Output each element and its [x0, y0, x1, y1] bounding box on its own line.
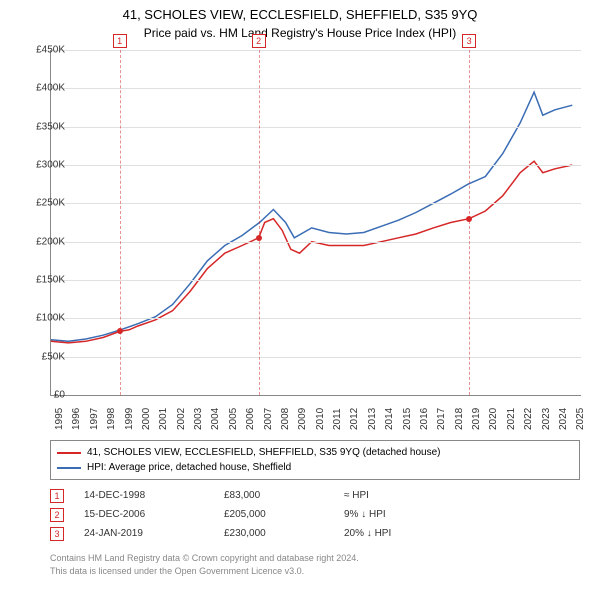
sale-row-date: 15-DEC-2006	[84, 505, 224, 524]
plot-area: 123	[50, 50, 581, 396]
grid-line	[51, 203, 581, 204]
sale-row-date: 24-JAN-2019	[84, 524, 224, 543]
sales-table: 1 14-DEC-1998£83,000≈ HPI 2 15-DEC-2006£205…	[50, 486, 444, 543]
sale-point	[466, 216, 472, 222]
x-axis-label: 2016	[419, 408, 430, 430]
x-axis-label: 2014	[384, 408, 395, 430]
sale-vline	[469, 50, 470, 395]
x-axis-label: 2003	[193, 408, 204, 430]
sale-marker-box: 2	[252, 34, 266, 48]
hpi-line	[51, 92, 572, 341]
sale-row-vs-hpi: ≈ HPI	[344, 486, 444, 505]
sale-row-vs-hpi: 9% ↓ HPI	[344, 505, 444, 524]
x-axis-label: 2001	[158, 408, 169, 430]
sale-row-price: £83,000	[224, 486, 344, 505]
x-axis-label: 2005	[228, 408, 239, 430]
footer-line1: Contains HM Land Registry data © Crown c…	[50, 552, 359, 565]
grid-line	[51, 357, 581, 358]
x-axis-label: 2018	[454, 408, 465, 430]
legend-swatch	[57, 452, 81, 454]
sale-marker-box: 3	[462, 34, 476, 48]
legend-item: 41, SCHOLES VIEW, ECCLESFIELD, SHEFFIELD…	[57, 445, 573, 460]
legend-label: 41, SCHOLES VIEW, ECCLESFIELD, SHEFFIELD…	[87, 445, 440, 460]
sale-row-num: 2	[50, 508, 64, 522]
sale-row: 3 24-JAN-2019£230,00020% ↓ HPI	[50, 524, 444, 543]
x-axis-label: 2025	[575, 408, 586, 430]
x-axis-label: 2000	[141, 408, 152, 430]
x-axis-label: 2015	[402, 408, 413, 430]
footer-line2: This data is licensed under the Open Gov…	[50, 565, 359, 578]
sale-row-num: 3	[50, 527, 64, 541]
sale-vline	[120, 50, 121, 395]
chart-container: 41, SCHOLES VIEW, ECCLESFIELD, SHEFFIELD…	[0, 0, 600, 590]
x-axis-label: 2008	[280, 408, 291, 430]
x-axis-label: 2024	[558, 408, 569, 430]
x-axis-label: 2012	[349, 408, 360, 430]
sale-row: 1 14-DEC-1998£83,000≈ HPI	[50, 486, 444, 505]
sale-marker-box: 1	[113, 34, 127, 48]
y-axis-label: £300K	[25, 160, 65, 171]
y-axis-label: £100K	[25, 313, 65, 324]
y-axis-label: £250K	[25, 198, 65, 209]
legend-item: HPI: Average price, detached house, Shef…	[57, 460, 573, 475]
x-axis-label: 2023	[541, 408, 552, 430]
x-axis-label: 1999	[124, 408, 135, 430]
x-axis-label: 2017	[436, 408, 447, 430]
y-axis-label: £200K	[25, 236, 65, 247]
grid-line	[51, 50, 581, 51]
sale-row: 2 15-DEC-2006£205,0009% ↓ HPI	[50, 505, 444, 524]
sale-point	[117, 328, 123, 334]
x-axis-label: 1996	[71, 408, 82, 430]
legend-label: HPI: Average price, detached house, Shef…	[87, 460, 291, 475]
x-axis-label: 2006	[245, 408, 256, 430]
y-axis-label: £400K	[25, 83, 65, 94]
grid-line	[51, 127, 581, 128]
x-axis-label: 2021	[506, 408, 517, 430]
grid-line	[51, 242, 581, 243]
property-line	[51, 161, 572, 343]
chart-title: 41, SCHOLES VIEW, ECCLESFIELD, SHEFFIELD…	[0, 0, 600, 24]
x-axis-label: 1995	[54, 408, 65, 430]
x-axis-label: 2011	[332, 408, 343, 430]
chart-subtitle: Price paid vs. HM Land Registry's House …	[0, 24, 600, 46]
x-axis-label: 2019	[471, 408, 482, 430]
x-axis-label: 2020	[488, 408, 499, 430]
grid-line	[51, 280, 581, 281]
x-axis-label: 2004	[210, 408, 221, 430]
sale-row-price: £230,000	[224, 524, 344, 543]
y-axis-label: £350K	[25, 121, 65, 132]
x-axis-label: 2007	[263, 408, 274, 430]
x-axis-label: 1998	[106, 408, 117, 430]
legend-swatch	[57, 467, 81, 469]
y-axis-label: £0	[25, 390, 65, 401]
x-axis-label: 2022	[523, 408, 534, 430]
footer-attribution: Contains HM Land Registry data © Crown c…	[50, 552, 359, 577]
x-axis-label: 2002	[176, 408, 187, 430]
sale-row-num: 1	[50, 489, 64, 503]
x-axis-label: 1997	[89, 408, 100, 430]
grid-line	[51, 165, 581, 166]
sale-row-date: 14-DEC-1998	[84, 486, 224, 505]
x-axis-label: 2009	[297, 408, 308, 430]
grid-line	[51, 318, 581, 319]
y-axis-label: £450K	[25, 45, 65, 56]
grid-line	[51, 88, 581, 89]
sale-vline	[259, 50, 260, 395]
sale-row-vs-hpi: 20% ↓ HPI	[344, 524, 444, 543]
sale-point	[256, 235, 262, 241]
x-axis-label: 2010	[315, 408, 326, 430]
sale-row-price: £205,000	[224, 505, 344, 524]
chart-svg	[51, 50, 581, 395]
y-axis-label: £50K	[25, 351, 65, 362]
x-axis-label: 2013	[367, 408, 378, 430]
legend: 41, SCHOLES VIEW, ECCLESFIELD, SHEFFIELD…	[50, 440, 580, 480]
y-axis-label: £150K	[25, 275, 65, 286]
